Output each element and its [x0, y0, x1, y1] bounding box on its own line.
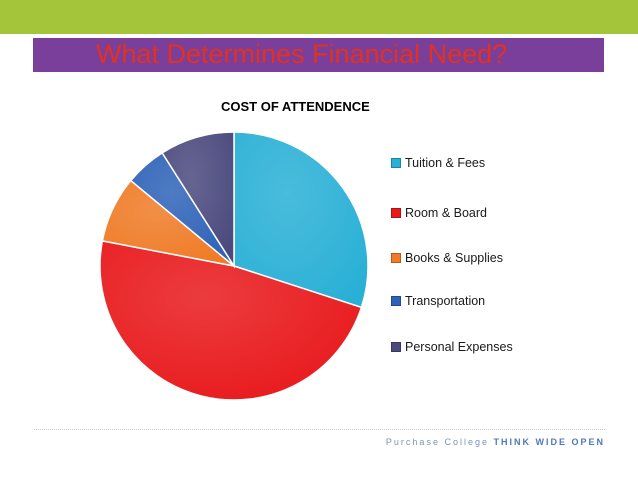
legend-label: Books & Supplies [405, 251, 503, 265]
title-banner [33, 38, 604, 72]
legend-label: Room & Board [405, 206, 487, 220]
chart-title: COST OF ATTENDENCE [221, 99, 370, 114]
legend-item-transportation: Transportation [391, 292, 485, 310]
legend-item-room-board: Room & Board [391, 204, 487, 222]
pie-slice-tuition-fees [233, 131, 369, 309]
footer-divider [34, 429, 605, 430]
pie-slice-room-board [99, 240, 363, 401]
slide-title: What Determines Financial Need? [96, 39, 508, 69]
legend-swatch [391, 252, 401, 263]
legend-swatch [391, 341, 401, 352]
footer-tagline: THINK WIDE OPEN [493, 437, 605, 447]
footer-college-name: Purchase College [385, 437, 489, 447]
footer-branding: Purchase College THINK WIDE OPEN [386, 437, 605, 447]
legend-label: Personal Expenses [405, 340, 513, 354]
pie-slices [99, 131, 369, 401]
legend-label: Tuition & Fees [405, 156, 486, 170]
legend-item-books-supplies: Books & Supplies [391, 249, 503, 267]
pie-slice-personal-expenses [161, 131, 235, 269]
top-accent-bar [0, 0, 638, 34]
legend-swatch [391, 295, 401, 306]
legend-swatch [391, 157, 401, 168]
legend-label: Transportation [405, 294, 486, 308]
legend-item-tuition-fees: Tuition & Fees [391, 154, 485, 172]
legend-item-personal-expenses: Personal Expenses [391, 338, 513, 356]
legend-swatch [391, 207, 401, 218]
chart-legend: Tuition & Fees Room & Board Books & Supp… [391, 154, 591, 364]
